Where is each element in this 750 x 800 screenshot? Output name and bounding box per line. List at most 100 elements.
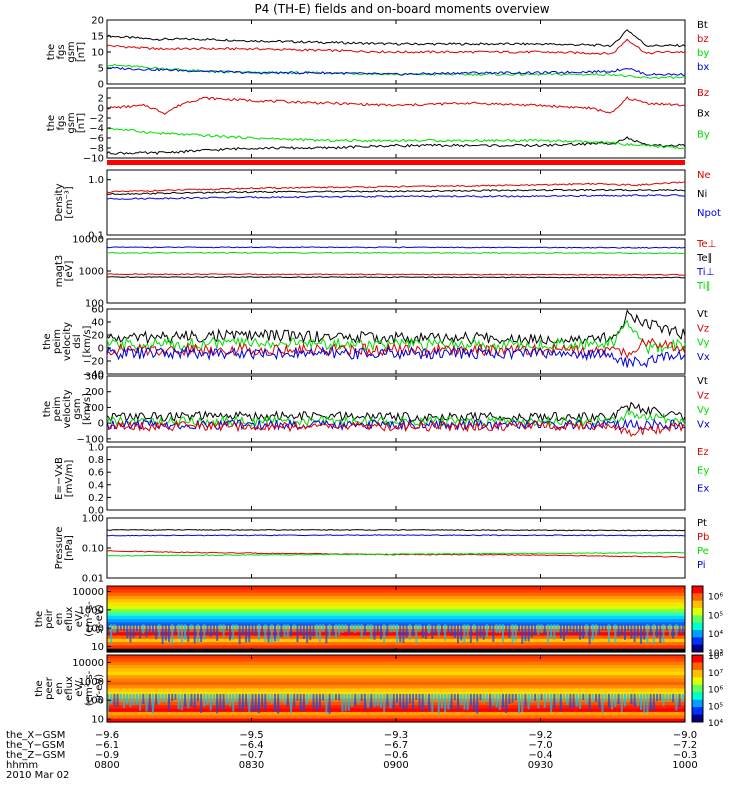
spectrogram-streak: [640, 624, 643, 644]
spectrogram-streak: [601, 693, 604, 714]
spectrogram-streak: [672, 624, 675, 639]
spectrogram-band: [107, 678, 685, 681]
colorbar-segment: [692, 714, 703, 723]
colorbar-segment: [692, 593, 703, 602]
legend-entry: Vt: [697, 376, 708, 387]
spectrogram-streak: [376, 693, 379, 707]
spectrogram-streak: [135, 693, 138, 705]
spectrogram-band: [107, 600, 685, 604]
spectrogram-streak: [665, 693, 668, 702]
spectrogram-streak: [668, 693, 671, 702]
y-tick-label: −4: [89, 124, 104, 135]
legend-entry: Te⊥: [696, 239, 716, 250]
legend-entry: Ti⊥: [696, 267, 714, 278]
spectrogram-streak: [572, 624, 575, 636]
y-axis-label: the peer en eflux eV/(cm²-s-sr-eV): [34, 670, 105, 706]
spectrogram-streak: [116, 624, 119, 634]
series-line-Bt: [106, 29, 686, 48]
spectrogram-streak: [367, 624, 370, 632]
spectrogram-streak: [264, 624, 267, 642]
spectrogram-streak: [155, 624, 158, 640]
colorbar-tick-label: 10⁸: [708, 652, 723, 662]
spectrogram-streak: [107, 624, 109, 635]
legend-entry: Pe: [697, 546, 709, 557]
spectrogram-streak: [290, 693, 293, 714]
spectrogram-streak: [280, 693, 283, 702]
spectrogram-streak: [174, 624, 177, 634]
spectrogram-streak: [444, 693, 447, 713]
spectrogram-streak: [457, 624, 460, 644]
spectrogram-streak: [293, 624, 296, 631]
y-axis-label-line: sr-eV): [94, 604, 105, 633]
spectrogram-streak: [640, 693, 643, 711]
spectrogram-streak: [572, 693, 575, 708]
colorbar-segment: [692, 692, 703, 701]
spectrogram-streak: [633, 624, 636, 642]
spectrogram-band: [107, 685, 685, 688]
y-axis-label-line: fgs: [56, 115, 67, 130]
spectrogram-streak: [434, 624, 437, 634]
spectrogram-streak: [591, 624, 594, 641]
spectrogram-band: [107, 594, 685, 597]
spectrogram-streak: [318, 624, 321, 642]
spectrogram-streak: [107, 693, 109, 713]
y-axis-label-line: gsm: [72, 398, 83, 419]
spectrogram-streak: [611, 693, 614, 710]
y-tick-label: 1.0: [88, 443, 104, 454]
spectrogram-streak: [139, 693, 142, 711]
spectrogram-streak: [489, 624, 492, 631]
spectrogram-streak: [222, 624, 225, 639]
spectrogram-band: [107, 686, 685, 690]
spectrogram-streak: [649, 693, 652, 711]
y-axis-label-line: (cm²-s-: [84, 601, 95, 637]
spectrogram-band: [107, 615, 685, 618]
spectrogram-streak: [617, 624, 620, 637]
spectrogram-streak: [225, 624, 228, 631]
y-axis-label: magt3 [eV]: [54, 255, 75, 288]
spectrogram-streak: [180, 693, 183, 711]
spectrogram-streak: [501, 624, 504, 643]
y-axis-label: the peim velocity dsl [km/s]: [42, 322, 93, 361]
series-line-Vx: [106, 418, 686, 432]
spectrogram-streak: [379, 624, 382, 640]
spectrogram-streak: [447, 624, 450, 633]
series-line-bz: [106, 38, 686, 55]
spectrogram-streak: [396, 624, 398, 643]
spectrogram-streak: [325, 693, 328, 714]
spectrogram-streak: [604, 693, 607, 701]
spectrogram-streak: [498, 624, 501, 634]
orbit-value: −0.4: [528, 750, 552, 761]
spectrogram-streak: [617, 693, 620, 705]
spectrogram-streak: [546, 693, 549, 702]
y-tick-label: 1000: [79, 677, 104, 688]
y-tick-label: 10: [91, 715, 104, 726]
spectrogram-streak: [495, 693, 498, 708]
spectrogram-streak: [119, 693, 122, 702]
spectrogram-streak: [424, 624, 427, 639]
spectrogram-streak: [229, 693, 232, 707]
spectrogram-streak: [569, 624, 572, 632]
panel-7: Ez Ey Ex 0.0 0.2 0.40.6 0.81.0 E=−VxB [mV/m]: [54, 443, 709, 517]
y-axis-label-line: the: [42, 401, 53, 417]
spectrogram-streak: [505, 624, 508, 632]
y-axis-label-line: eV/: [74, 680, 85, 697]
spectrogram-band: [107, 661, 685, 664]
spectrogram-streak: [437, 624, 440, 637]
spectrogram-streak: [328, 624, 331, 638]
spectrogram-streak: [399, 693, 402, 708]
spectrogram-band: [107, 619, 685, 622]
spectrogram-streak: [598, 693, 601, 709]
panel-6: Vt Vz Vy Vx −100 0 100 200 300 the peim velocity gsm…: [42, 372, 710, 446]
spectrogram-streak: [556, 693, 559, 703]
spectrogram-streak: [331, 624, 334, 636]
spectrogram-streak: [652, 624, 655, 644]
colorbar-segment: [692, 608, 703, 616]
y-tick-label: 0.8: [88, 455, 104, 466]
colorbar-segment: [692, 707, 703, 716]
legend-entry: Ne: [697, 170, 711, 181]
series-line-Te∥: [107, 276, 686, 279]
spectrogram-band: [107, 612, 685, 615]
y-tick-label: 1.0: [88, 175, 104, 186]
y-axis-label-line: the: [34, 611, 45, 627]
panel-5: Vt Vz Vy Vx −40 −20 0 20 40 60 the peim velocity dsl[…: [42, 305, 710, 381]
